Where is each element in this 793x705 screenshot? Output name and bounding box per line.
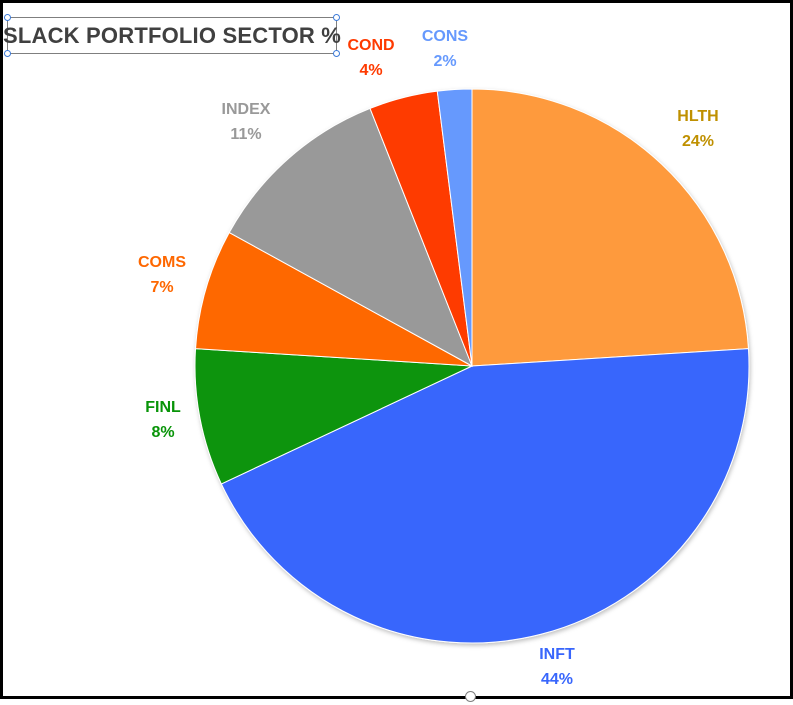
slice-value-cond: 4%	[359, 62, 382, 79]
resize-handle-top-right[interactable]	[333, 14, 340, 21]
slice-label-index: INDEX	[222, 101, 271, 118]
slice-label-cons: CONS	[422, 28, 469, 45]
slice-label-hlth: HLTH	[677, 108, 718, 125]
resize-handle-bottom-left[interactable]	[4, 50, 11, 57]
slice-value-index: 11%	[230, 126, 261, 143]
slice-value-finl: 8%	[151, 424, 174, 441]
pie-slice-hlth[interactable]	[471, 88, 749, 367]
slice-value-cons: 2%	[433, 53, 456, 70]
slice-value-coms: 7%	[150, 279, 173, 296]
slice-label-coms: COMS	[138, 254, 186, 271]
pie-slices	[194, 88, 750, 644]
slice-value-hlth: 24%	[682, 133, 714, 150]
pie-slice-finl[interactable]	[194, 348, 473, 485]
rotate-handle[interactable]	[465, 691, 476, 702]
pie-labels: HLTH 24% INFT 44% FINL 8% COMS 7% INDEX 11% COND 4%…	[138, 28, 719, 688]
pie-slice-coms[interactable]	[195, 231, 473, 367]
slice-label-cond: COND	[347, 37, 394, 54]
slice-value-inft: 44%	[541, 671, 573, 688]
resize-handle-bottom-right[interactable]	[333, 50, 340, 57]
pie-slice-index[interactable]	[228, 107, 473, 368]
slice-label-inft: INFT	[539, 646, 575, 663]
resize-handle-top-left[interactable]	[4, 14, 11, 21]
chart-title-box[interactable]: SLACK PORTFOLIO SECTOR %	[3, 14, 341, 57]
slice-label-finl: FINL	[145, 399, 181, 416]
pie-slice-cons[interactable]	[436, 88, 473, 367]
chart-title: SLACK PORTFOLIO SECTOR %	[2, 22, 342, 48]
